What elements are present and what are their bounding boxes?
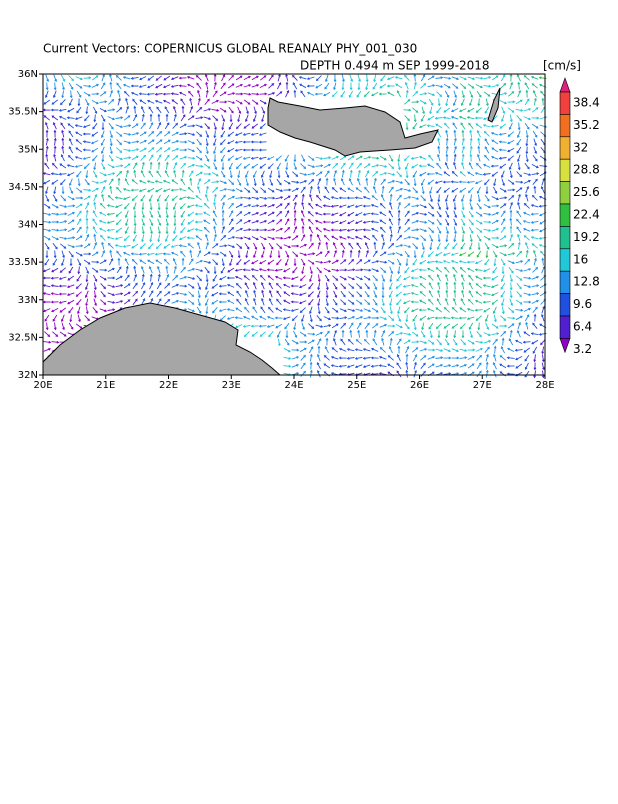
vectors xyxy=(100,73,547,339)
lat-tick-label: 35.5N xyxy=(8,107,38,118)
land-crete xyxy=(267,97,439,157)
lat-tick-label: 36N xyxy=(18,69,38,80)
colorbar-label: 9.6 xyxy=(573,297,592,311)
colorbar-label: 35.2 xyxy=(573,118,600,132)
vectors xyxy=(42,73,546,379)
colorbar-label: 28.8 xyxy=(573,163,600,177)
colorbar: 38.4 35.2 32 28.8 25.6 22.4 19.2 16 12.8 9.6 6.4 3.… xyxy=(559,77,600,356)
colorbar-label: 6.4 xyxy=(573,320,592,334)
colorbar-label: 3.2 xyxy=(573,342,592,356)
lon-tick-label: 21E xyxy=(96,380,115,391)
title: Current Vectors: COPERNICUS GLOBAL REANA… xyxy=(43,42,417,56)
lon-tick-label: 20E xyxy=(33,380,52,391)
lat-tick-label: 33.5N xyxy=(8,257,38,268)
colorbar-label: 38.4 xyxy=(573,96,600,110)
lat-tick-label: 32N xyxy=(18,370,38,381)
lon-tick-label: 24E xyxy=(284,380,303,391)
colorbar-segment xyxy=(559,226,571,250)
colorbar-label: 12.8 xyxy=(573,275,600,289)
colorbar-label: 16 xyxy=(573,252,588,266)
colorbar-label: 19.2 xyxy=(573,230,600,244)
colorbar-segment xyxy=(559,203,571,227)
vectors xyxy=(458,76,547,259)
vector-field xyxy=(42,73,548,379)
lon-tick-label: 28E xyxy=(535,380,554,391)
lon-tick-label: 26E xyxy=(410,380,429,391)
lat-tick-label: 34.5N xyxy=(8,182,38,193)
lon-tick-label: 23E xyxy=(222,380,241,391)
colorbar-segment xyxy=(559,315,571,339)
lat-tick-label: 34N xyxy=(18,220,38,231)
lon-tick-label: 22E xyxy=(159,380,178,391)
units: [cm/s] xyxy=(543,59,581,73)
colorbar-segment xyxy=(559,181,571,205)
vectors xyxy=(43,73,548,378)
lat-tick-label: 33N xyxy=(18,295,38,306)
colorbar-segment xyxy=(559,136,571,160)
colorbar-segment xyxy=(559,91,571,115)
lon-tick-label: 27E xyxy=(473,380,492,391)
colorbar-cap xyxy=(559,338,571,354)
lon-tick-label: 25E xyxy=(347,380,366,391)
vectors xyxy=(60,74,548,376)
lat-tick-label: 32.5N xyxy=(8,332,38,343)
lat-tick-label: 35N xyxy=(18,144,38,155)
colorbar-segment xyxy=(559,293,571,317)
colorbar-label: 22.4 xyxy=(573,208,600,222)
subtitle: DEPTH 0.494 m SEP 1999-2018 xyxy=(300,59,490,73)
colorbar-label: 32 xyxy=(573,140,588,154)
land-africa xyxy=(42,302,282,376)
colorbar-segment xyxy=(559,270,571,294)
colorbar-segment xyxy=(559,158,571,182)
colorbar-label: 25.6 xyxy=(573,185,600,199)
land-island xyxy=(487,87,501,123)
colorbar-segment xyxy=(559,248,571,272)
vectors xyxy=(43,75,548,378)
colorbar-segment xyxy=(559,114,571,138)
